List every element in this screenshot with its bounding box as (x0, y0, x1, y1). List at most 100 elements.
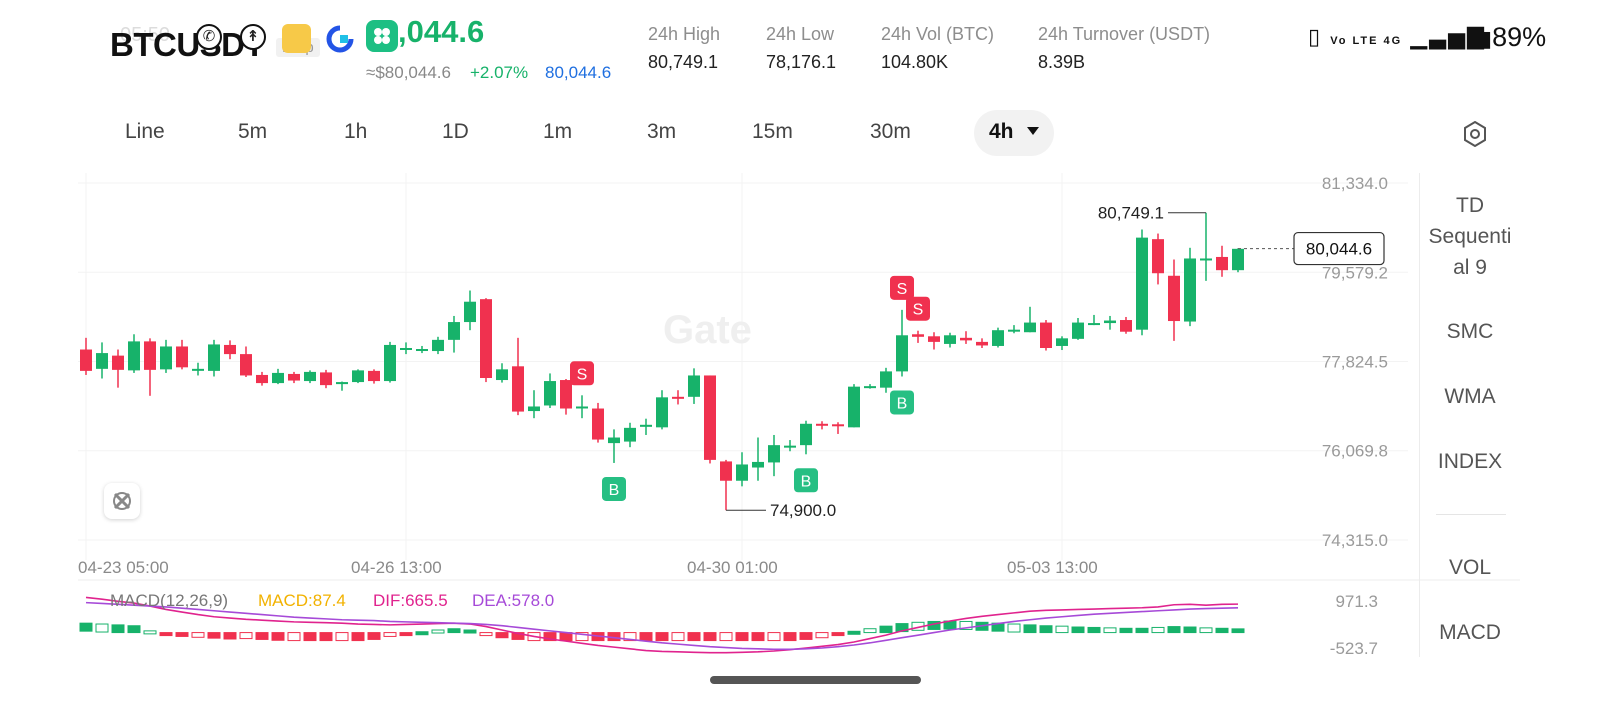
tf-1h[interactable]: 1h (344, 120, 368, 143)
macd-histogram-bar (239, 632, 253, 640)
candle-body (464, 301, 476, 323)
candle-body (640, 424, 652, 427)
candle-body (256, 374, 268, 384)
tf-1d[interactable]: 1D (442, 120, 469, 143)
symbol-title[interactable]: BTCUSDT (110, 26, 265, 63)
last-price: ,044.6 (398, 14, 485, 49)
macd-histogram-bar (1055, 625, 1069, 634)
y-tick-label: 79,579.2 (1322, 263, 1388, 282)
macd-histogram-bar (959, 620, 973, 630)
tf-3m[interactable]: 3m (647, 120, 677, 143)
macd-min-label: -523.7 (1330, 639, 1378, 657)
macd-histogram-bar (767, 632, 781, 642)
current-price-label: 80,044.6 (1306, 240, 1372, 259)
candle-body (928, 336, 940, 342)
stat-volume-label: 24h Vol (BTC) (881, 24, 995, 44)
candle-body (944, 335, 956, 344)
y-tick-label: 81,334.0 (1322, 174, 1388, 193)
td-line-3: al 9 (1453, 256, 1487, 279)
macd-histogram-bar (1103, 627, 1117, 634)
marker-label: S (897, 281, 908, 298)
y-tick-label: 76,069.8 (1322, 442, 1388, 461)
macd-histogram-bar (495, 632, 509, 639)
indicator-wma[interactable]: WMA (1444, 385, 1496, 408)
macd-histogram-bar (655, 632, 669, 642)
macd-histogram-bar (639, 632, 653, 642)
macd-histogram-bar (575, 632, 589, 642)
indicator-macd[interactable]: MACD (1439, 621, 1501, 644)
macd-histogram-bar (1135, 627, 1149, 634)
tf-1m[interactable]: 1m (543, 120, 573, 143)
high-label: 80,749.1 (1098, 204, 1164, 223)
caret-down-icon (1027, 127, 1039, 135)
stat-high-label: 24h High (648, 24, 721, 44)
tf-5m[interactable]: 5m (238, 120, 268, 143)
dea-line (85, 601, 1239, 651)
macd-histogram-bar (351, 632, 365, 642)
candle-body (176, 346, 188, 368)
macd-histogram-bar (95, 623, 109, 633)
tf-4h-label: 4h (989, 120, 1014, 143)
buy-marker (890, 390, 914, 415)
x-tick-label: 04-30 01:00 (687, 558, 778, 577)
usd-price: ≈$80,044.6 (366, 63, 451, 82)
macd-histogram-bar (671, 632, 685, 642)
volte-icon: Vo LTE 4G (1330, 35, 1403, 47)
macd-histogram-bar (703, 632, 717, 642)
candle-body (1088, 323, 1100, 326)
macd-histogram-bar (79, 622, 93, 632)
candle-body (544, 381, 556, 406)
status-clock: 05:50 (120, 24, 171, 46)
candle-body (512, 366, 524, 412)
marker-label: B (609, 482, 620, 499)
candle-body (992, 330, 1004, 346)
tf-30m[interactable]: 30m (870, 120, 911, 143)
macd-histogram-bar (159, 632, 173, 637)
macd-legend: MACD:87.4 (258, 591, 346, 610)
settings-icon[interactable] (1462, 121, 1488, 147)
candle-body (416, 349, 428, 352)
indicator-smc[interactable]: SMC (1446, 320, 1494, 343)
candle-body (208, 344, 220, 371)
macd-histogram-bar (127, 625, 141, 634)
tf-line[interactable]: Line (125, 120, 165, 143)
reset-view-icon[interactable] (104, 483, 140, 519)
candle-body (864, 386, 876, 389)
macd-histogram-bar (1199, 627, 1213, 634)
macd-histogram-bar (143, 630, 157, 635)
candle-body (704, 375, 716, 460)
macd-histogram-bar (1087, 626, 1101, 634)
candle-body (736, 464, 748, 481)
notification-icon: ↟ (240, 24, 266, 50)
candle-body (560, 380, 572, 409)
macd-legend: DIF:665.5 (373, 591, 448, 610)
indicator-td-sequential[interactable]: TD Sequenti al 9 (1420, 190, 1520, 283)
macd-histogram-bar (335, 632, 349, 642)
y-tick-label: 77,824.5 (1322, 353, 1388, 372)
candle-body (592, 408, 604, 440)
macd-histogram-bar (1023, 624, 1037, 634)
app-notification-icon (282, 24, 311, 53)
candle-body (688, 375, 700, 397)
candle-body (1200, 258, 1212, 261)
dif-line (85, 596, 1239, 654)
candles (80, 212, 1244, 511)
watermark-logo: Gate (663, 308, 752, 352)
macd-histogram-bar (751, 632, 765, 642)
candle-body (432, 339, 444, 352)
tf-4h-dropdown[interactable] (974, 110, 1054, 156)
macd-histogram-bar (1167, 626, 1181, 634)
candle-body (144, 341, 156, 370)
tf-15m[interactable]: 15m (752, 120, 793, 143)
macd-histogram-bar (175, 632, 189, 637)
candle-body (80, 349, 92, 371)
macd-histogram-bar (1007, 623, 1021, 633)
candle-body (1040, 322, 1052, 348)
macd-histogram-bar (847, 630, 861, 635)
candle-body (1136, 237, 1148, 330)
indicator-vol[interactable]: VOL (1448, 556, 1492, 579)
indicator-index[interactable]: INDEX (1437, 450, 1503, 473)
macd-histogram-bar (543, 632, 557, 642)
